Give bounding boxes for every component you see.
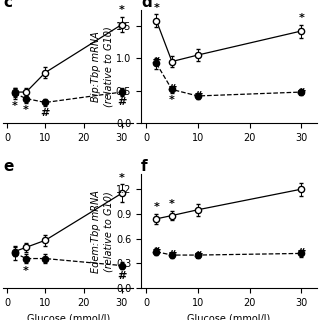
Text: #: # bbox=[117, 271, 126, 281]
Text: *: * bbox=[23, 266, 29, 276]
Text: #: # bbox=[41, 108, 50, 118]
Text: *: * bbox=[119, 5, 125, 15]
Text: *: * bbox=[23, 105, 29, 115]
Text: #: # bbox=[117, 97, 126, 107]
Text: f: f bbox=[141, 159, 148, 174]
X-axis label: Glucose (mmol/l): Glucose (mmol/l) bbox=[187, 313, 270, 320]
Text: e: e bbox=[3, 159, 13, 174]
Text: #: # bbox=[297, 248, 306, 259]
Text: #: # bbox=[167, 250, 177, 260]
Text: #: # bbox=[193, 251, 203, 261]
Y-axis label: Edem:Tbp mRNA
(relative to G10): Edem:Tbp mRNA (relative to G10) bbox=[92, 190, 113, 273]
Text: *: * bbox=[154, 202, 159, 212]
Text: *: * bbox=[169, 95, 175, 105]
Text: *: * bbox=[154, 3, 159, 13]
Text: #: # bbox=[152, 247, 161, 257]
Text: d: d bbox=[141, 0, 152, 10]
Text: c: c bbox=[3, 0, 12, 10]
Text: #: # bbox=[297, 87, 306, 98]
Text: *: * bbox=[298, 13, 304, 23]
Text: #: # bbox=[167, 84, 177, 94]
Text: #: # bbox=[193, 92, 203, 101]
Text: #: # bbox=[152, 57, 161, 67]
Y-axis label: Bip:Tbp mRNA
(relative to G10): Bip:Tbp mRNA (relative to G10) bbox=[92, 26, 113, 107]
Text: *: * bbox=[12, 101, 18, 111]
X-axis label: Glucose (mmol/l): Glucose (mmol/l) bbox=[27, 313, 110, 320]
Text: *: * bbox=[119, 173, 125, 183]
Text: *: * bbox=[169, 199, 175, 209]
